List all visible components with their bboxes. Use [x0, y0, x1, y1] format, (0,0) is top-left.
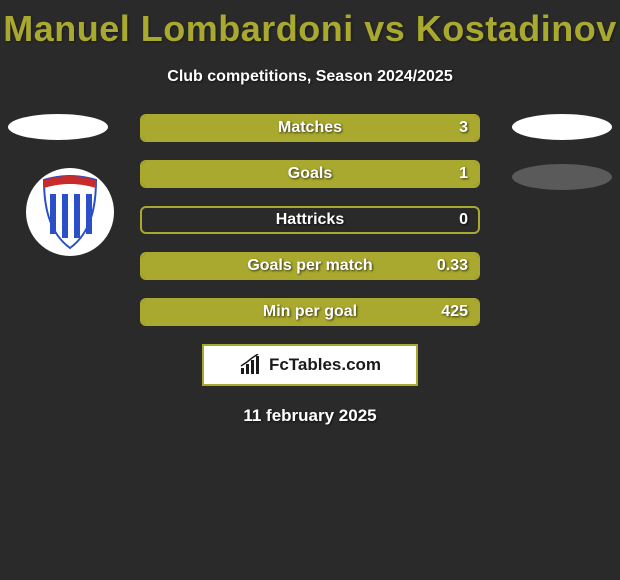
- brand-box[interactable]: FcTables.com: [202, 344, 418, 386]
- brand-text: FcTables.com: [269, 355, 381, 375]
- stat-label: Min per goal: [263, 303, 357, 321]
- player-right-shape-1: [512, 114, 612, 140]
- stat-label: Goals per match: [247, 257, 372, 275]
- stat-value: 0: [459, 211, 468, 229]
- date-line: 11 february 2025: [0, 406, 620, 426]
- team-badge-shield: [38, 174, 102, 250]
- page-title: Manuel Lombardoni vs Kostadinov: [0, 0, 620, 50]
- stat-value: 0.33: [437, 257, 468, 275]
- stat-row-hattricks: Hattricks 0: [140, 206, 480, 234]
- stat-value: 1: [459, 165, 468, 183]
- player-right-shape-2: [512, 164, 612, 190]
- stat-value: 3: [459, 119, 468, 137]
- stat-label: Goals: [288, 165, 332, 183]
- shield-icon: [38, 174, 102, 250]
- stats-area: Matches 3 Goals 1 Hattricks 0 Goals per …: [0, 114, 620, 426]
- stat-rows: Matches 3 Goals 1 Hattricks 0 Goals per …: [140, 114, 480, 326]
- stat-row-matches: Matches 3: [140, 114, 480, 142]
- stat-row-goals: Goals 1: [140, 160, 480, 188]
- bar-chart-icon: [239, 354, 265, 376]
- stat-value: 425: [441, 303, 468, 321]
- team-badge: [26, 168, 114, 256]
- stat-label: Matches: [278, 119, 342, 137]
- stat-row-goals-per-match: Goals per match 0.33: [140, 252, 480, 280]
- stat-label: Hattricks: [276, 211, 344, 229]
- infographic-container: Manuel Lombardoni vs Kostadinov Club com…: [0, 0, 620, 580]
- player-left-shape: [8, 114, 108, 140]
- stat-row-min-per-goal: Min per goal 425: [140, 298, 480, 326]
- subtitle: Club competitions, Season 2024/2025: [0, 68, 620, 86]
